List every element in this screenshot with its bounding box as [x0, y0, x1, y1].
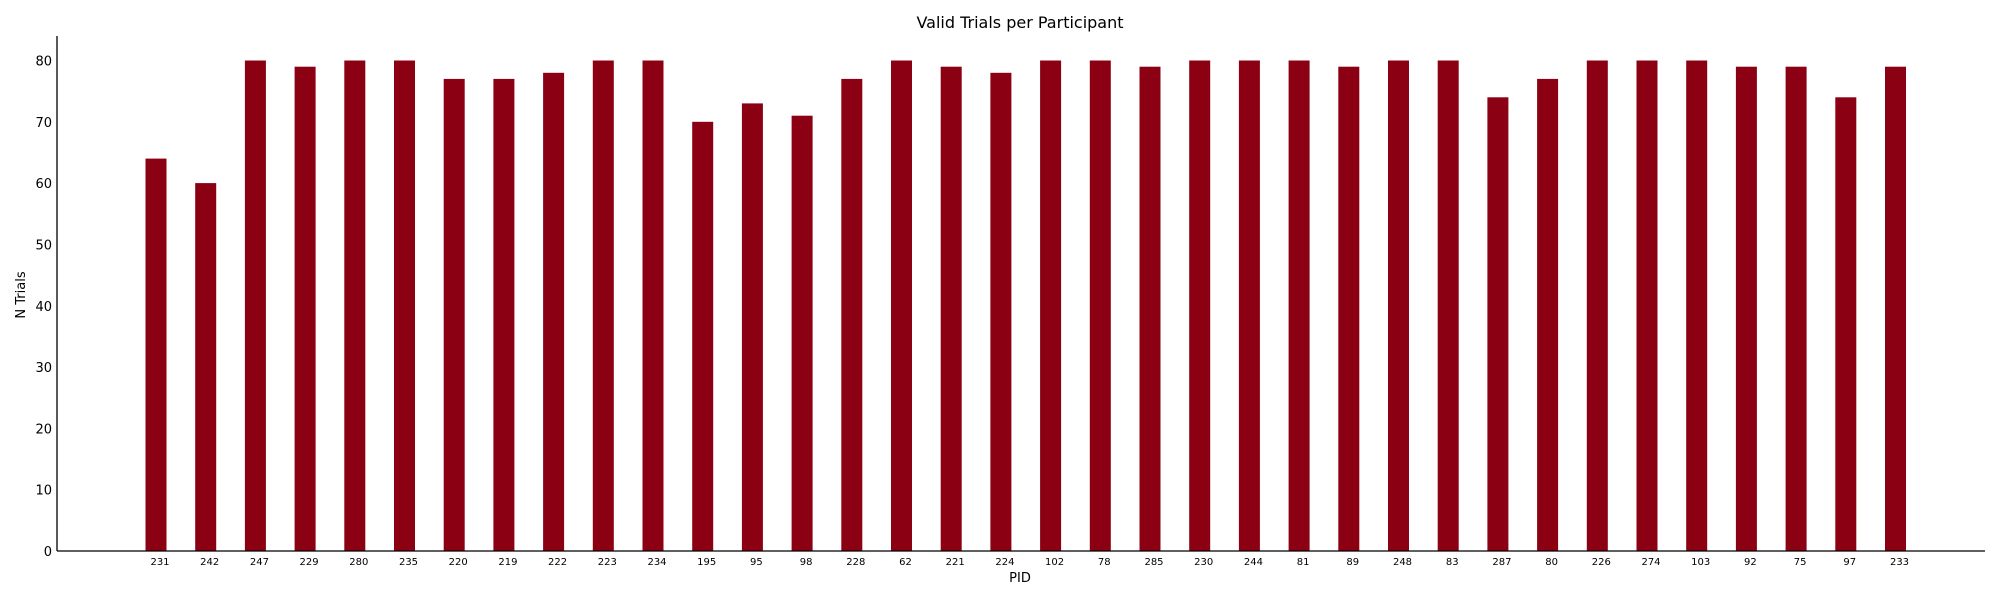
bar-223 [592, 60, 614, 551]
bar-226 [1586, 60, 1608, 551]
bar-62 [891, 60, 912, 551]
bar-75 [1785, 66, 1807, 551]
x-tick-label: 248 [1393, 557, 1412, 568]
bar-224 [990, 72, 1012, 552]
y-tick-label: 0 [44, 545, 52, 560]
x-tick-label: 230 [1194, 557, 1213, 568]
x-tick-label: 219 [498, 557, 517, 568]
x-tick-label: 103 [1691, 557, 1710, 568]
bar-220 [443, 78, 465, 552]
x-tick-label: 80 [1545, 557, 1558, 568]
y-tick-label: 70 [35, 116, 52, 131]
x-tick-label: 235 [399, 557, 418, 568]
x-tick-label: 274 [1641, 557, 1660, 568]
x-tick-label: 226 [1592, 557, 1611, 568]
x-tick-label: 223 [598, 557, 617, 568]
bar-230 [1189, 60, 1211, 551]
y-tick-label: 40 [35, 300, 52, 315]
y-tick-label: 60 [35, 177, 52, 192]
bar-98 [791, 115, 813, 551]
bar-242 [195, 183, 217, 551]
x-tick-label: 221 [946, 557, 965, 568]
x-tick-label: 78 [1098, 557, 1111, 568]
x-tick-label: 229 [300, 557, 319, 568]
bar-274 [1636, 60, 1658, 551]
bar-221 [940, 66, 962, 551]
y-axis-label: N Trials [14, 271, 29, 318]
bar-95 [741, 103, 763, 552]
x-tick-label: 195 [697, 557, 716, 568]
x-tick-label: 247 [250, 557, 269, 568]
bar-244 [1238, 60, 1260, 551]
bar-92 [1735, 66, 1757, 551]
bars-group [145, 60, 1906, 552]
bar-222 [543, 72, 565, 552]
x-tick-label: 92 [1744, 557, 1757, 568]
y-tick-label: 80 [35, 55, 52, 70]
x-tick-label: 285 [1144, 557, 1163, 568]
bar-235 [394, 60, 415, 551]
x-tick-label: 97 [1843, 557, 1856, 568]
bar-285 [1139, 66, 1161, 551]
bar-97 [1835, 97, 1857, 552]
y-tick-label: 30 [35, 361, 52, 376]
x-tick-label: 83 [1446, 557, 1459, 568]
bar-231 [145, 158, 167, 551]
x-tick-label: 75 [1794, 557, 1807, 568]
x-tick-label: 95 [750, 557, 763, 568]
chart-title: Valid Trials per Participant [916, 13, 1123, 32]
bar-219 [493, 78, 515, 552]
x-tick-label: 62 [899, 557, 912, 568]
bar-102 [1040, 60, 1062, 551]
x-tick-label: 231 [150, 557, 169, 568]
x-tick-label: 233 [1890, 557, 1909, 568]
bar-229 [294, 66, 316, 551]
bar-80 [1537, 78, 1559, 552]
bar-83 [1437, 60, 1459, 551]
x-tick-label: 220 [449, 557, 468, 568]
x-tick-label: 228 [846, 557, 865, 568]
x-tick-label: 102 [1045, 557, 1064, 568]
bar-228 [841, 78, 863, 552]
y-tick-label: 50 [35, 239, 52, 254]
x-tick-label: 234 [647, 557, 666, 568]
bar-103 [1686, 60, 1708, 551]
x-tick-label: 81 [1297, 557, 1310, 568]
bar-233 [1885, 66, 1906, 551]
bar-195 [692, 121, 714, 552]
bar-89 [1338, 66, 1360, 551]
x-axis-ticks: 231 242 247 229 280 235 220 219 222 223 234 195 95 98… [150, 557, 1909, 568]
x-tick-label: 98 [800, 557, 813, 568]
x-axis-label: PID [1009, 571, 1031, 586]
y-axis-ticks: 0 10 20 30 40 50 60 70 80 [35, 55, 52, 561]
x-tick-label: 242 [200, 557, 219, 568]
bar-248 [1388, 60, 1409, 551]
x-tick-label: 89 [1346, 557, 1359, 568]
bar-78 [1089, 60, 1111, 551]
x-tick-label: 244 [1244, 557, 1263, 568]
x-tick-label: 280 [349, 557, 368, 568]
bar-280 [344, 60, 366, 551]
x-tick-label: 224 [995, 557, 1014, 568]
bar-287 [1487, 97, 1509, 552]
x-tick-label: 222 [548, 557, 567, 568]
y-tick-label: 10 [35, 484, 52, 499]
bar-81 [1288, 60, 1310, 551]
bar-234 [642, 60, 664, 551]
y-tick-label: 20 [35, 422, 52, 437]
x-tick-label: 287 [1492, 557, 1511, 568]
bar-247 [244, 60, 266, 551]
